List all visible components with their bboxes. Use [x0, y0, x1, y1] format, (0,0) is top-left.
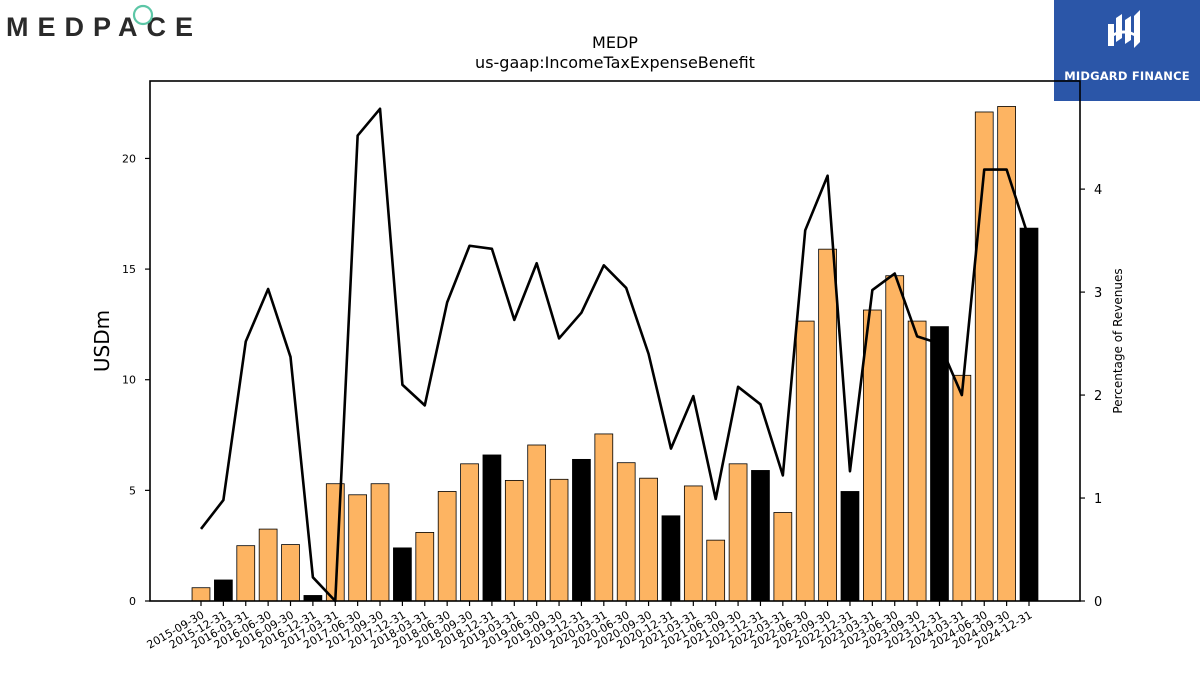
medpace-logo-text: MEDPACE: [6, 12, 202, 42]
bar-2024-09-30: [997, 106, 1016, 602]
bar-2021-03-31: [683, 485, 703, 602]
bar-2020-06-30: [616, 462, 636, 602]
bar-2017-06-30: [348, 494, 368, 602]
bar-2018-03-31: [415, 532, 435, 602]
midgard-logo-text: MIDGARD FINANCE: [1064, 69, 1190, 83]
bar-2016-09-30: [281, 544, 300, 602]
y-tick-label: 15: [122, 263, 136, 276]
chart-subtitle: us-gaap:IncomeTaxExpenseBenefit: [475, 53, 755, 72]
y2-tick-label: 1: [1094, 492, 1102, 507]
axes-group: 05101520012342015-09-302015-12-312016-03…: [122, 80, 1102, 652]
plot-frame: [149, 80, 1081, 602]
bar-2023-06-30: [885, 275, 905, 602]
y-axis-label: USDm: [90, 310, 114, 372]
medpace-logo: MEDPACE: [6, 4, 202, 42]
bar-2024-03-31: [952, 374, 972, 602]
bar-2016-12-31: [303, 595, 323, 602]
bar-2024-06-30: [974, 111, 994, 602]
bar-2021-12-31: [751, 470, 770, 602]
y2-tick-label: 3: [1094, 286, 1102, 301]
y2-tick-label: 2: [1094, 389, 1102, 404]
bar-2022-12-31: [840, 491, 860, 602]
y2-tick-label: 4: [1094, 183, 1102, 198]
bar-2022-03-31: [773, 512, 793, 602]
bar-2020-12-31: [661, 515, 681, 602]
bar-2017-12-31: [393, 547, 412, 602]
midgard-finance-logo: MIDGARD FINANCE: [1054, 0, 1200, 101]
chart-title: MEDP: [592, 33, 638, 52]
bar-2016-06-30: [258, 528, 278, 602]
bar-2022-06-30: [795, 320, 815, 602]
bar-2021-06-30: [706, 539, 726, 602]
bar-2015-12-31: [214, 579, 233, 602]
medpace-logo-swoosh: [132, 4, 154, 26]
bar-2023-09-30: [907, 320, 927, 602]
bars-group: [191, 106, 1039, 602]
line-group: [199, 107, 1031, 603]
bar-2015-09-30: [191, 587, 211, 602]
bar-2021-09-30: [728, 463, 748, 602]
bar-2019-09-30: [549, 478, 569, 602]
bar-2017-09-30: [370, 483, 390, 602]
bar-2019-12-31: [572, 458, 591, 602]
bar-2018-09-30: [460, 463, 479, 602]
bar-2018-06-30: [437, 491, 457, 602]
bar-2018-12-31: [482, 454, 502, 602]
midgard-logo-mark: [1108, 10, 1140, 48]
y2-axis-label: Percentage of Revenues: [1111, 268, 1125, 413]
y2-tick-label: 0: [1094, 595, 1102, 610]
bar-2020-03-31: [594, 433, 614, 602]
bar-2024-12-31: [1019, 227, 1039, 602]
bar-2016-03-31: [236, 545, 256, 602]
bar-2023-12-31: [930, 326, 949, 602]
bar-2022-09-30: [818, 248, 837, 602]
revenue-percentage-line: [199, 107, 1031, 603]
bar-2020-09-30: [639, 477, 658, 602]
y-tick-label: 0: [129, 595, 136, 608]
y-tick-label: 20: [122, 152, 136, 165]
bar-2019-06-30: [527, 444, 547, 602]
bar-2019-03-31: [504, 479, 524, 602]
y-tick-label: 10: [122, 374, 136, 387]
y-tick-label: 5: [129, 484, 136, 497]
bar-2023-03-31: [863, 309, 882, 602]
